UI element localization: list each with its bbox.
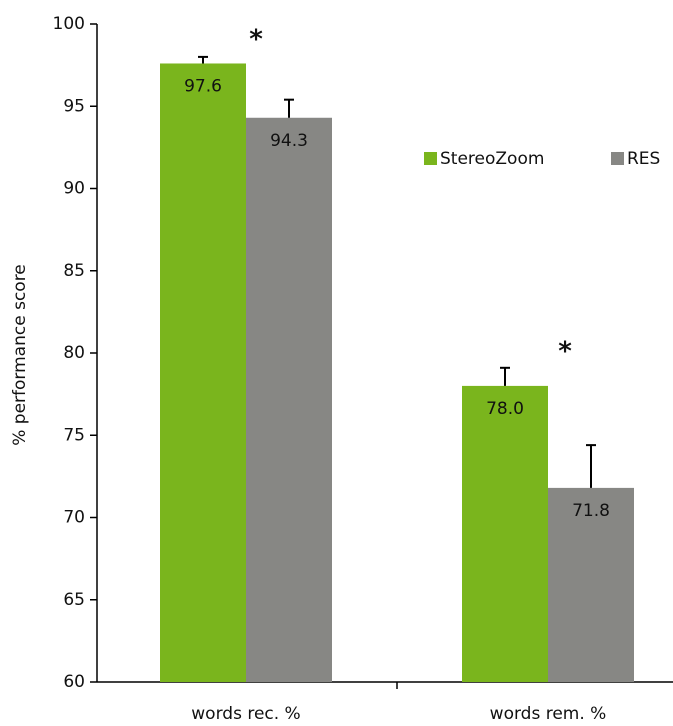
annotation: * xyxy=(249,25,263,55)
legend-swatch xyxy=(611,152,624,165)
y-tick-label: 100 xyxy=(53,14,85,34)
y-tick-label: 85 xyxy=(63,261,85,281)
bar xyxy=(548,487,634,682)
bar xyxy=(160,63,246,683)
y-tick-label: 95 xyxy=(63,96,85,116)
y-tick-label: 70 xyxy=(63,508,85,528)
data-label: 97.6 xyxy=(184,76,222,96)
data-label: 78.0 xyxy=(486,399,524,419)
legend-label: StereoZoom xyxy=(440,149,544,169)
data-label: 94.3 xyxy=(270,131,308,151)
y-tick-label: 75 xyxy=(63,425,85,445)
data-label: 71.8 xyxy=(572,501,610,521)
annotation: * xyxy=(558,337,572,367)
y-tick-label: 90 xyxy=(63,179,85,199)
y-tick-label: 65 xyxy=(63,590,85,610)
legend-swatch xyxy=(424,152,437,165)
y-tick-label: 80 xyxy=(63,343,85,363)
bar xyxy=(462,385,548,682)
legend-label: RES xyxy=(627,149,660,169)
y-tick-label: 60 xyxy=(63,672,85,692)
bar xyxy=(246,117,332,682)
x-tick-label: words rem. % xyxy=(490,704,607,724)
x-tick-label: words rec. % xyxy=(191,704,300,724)
y-axis-label: % performance score xyxy=(10,264,30,446)
